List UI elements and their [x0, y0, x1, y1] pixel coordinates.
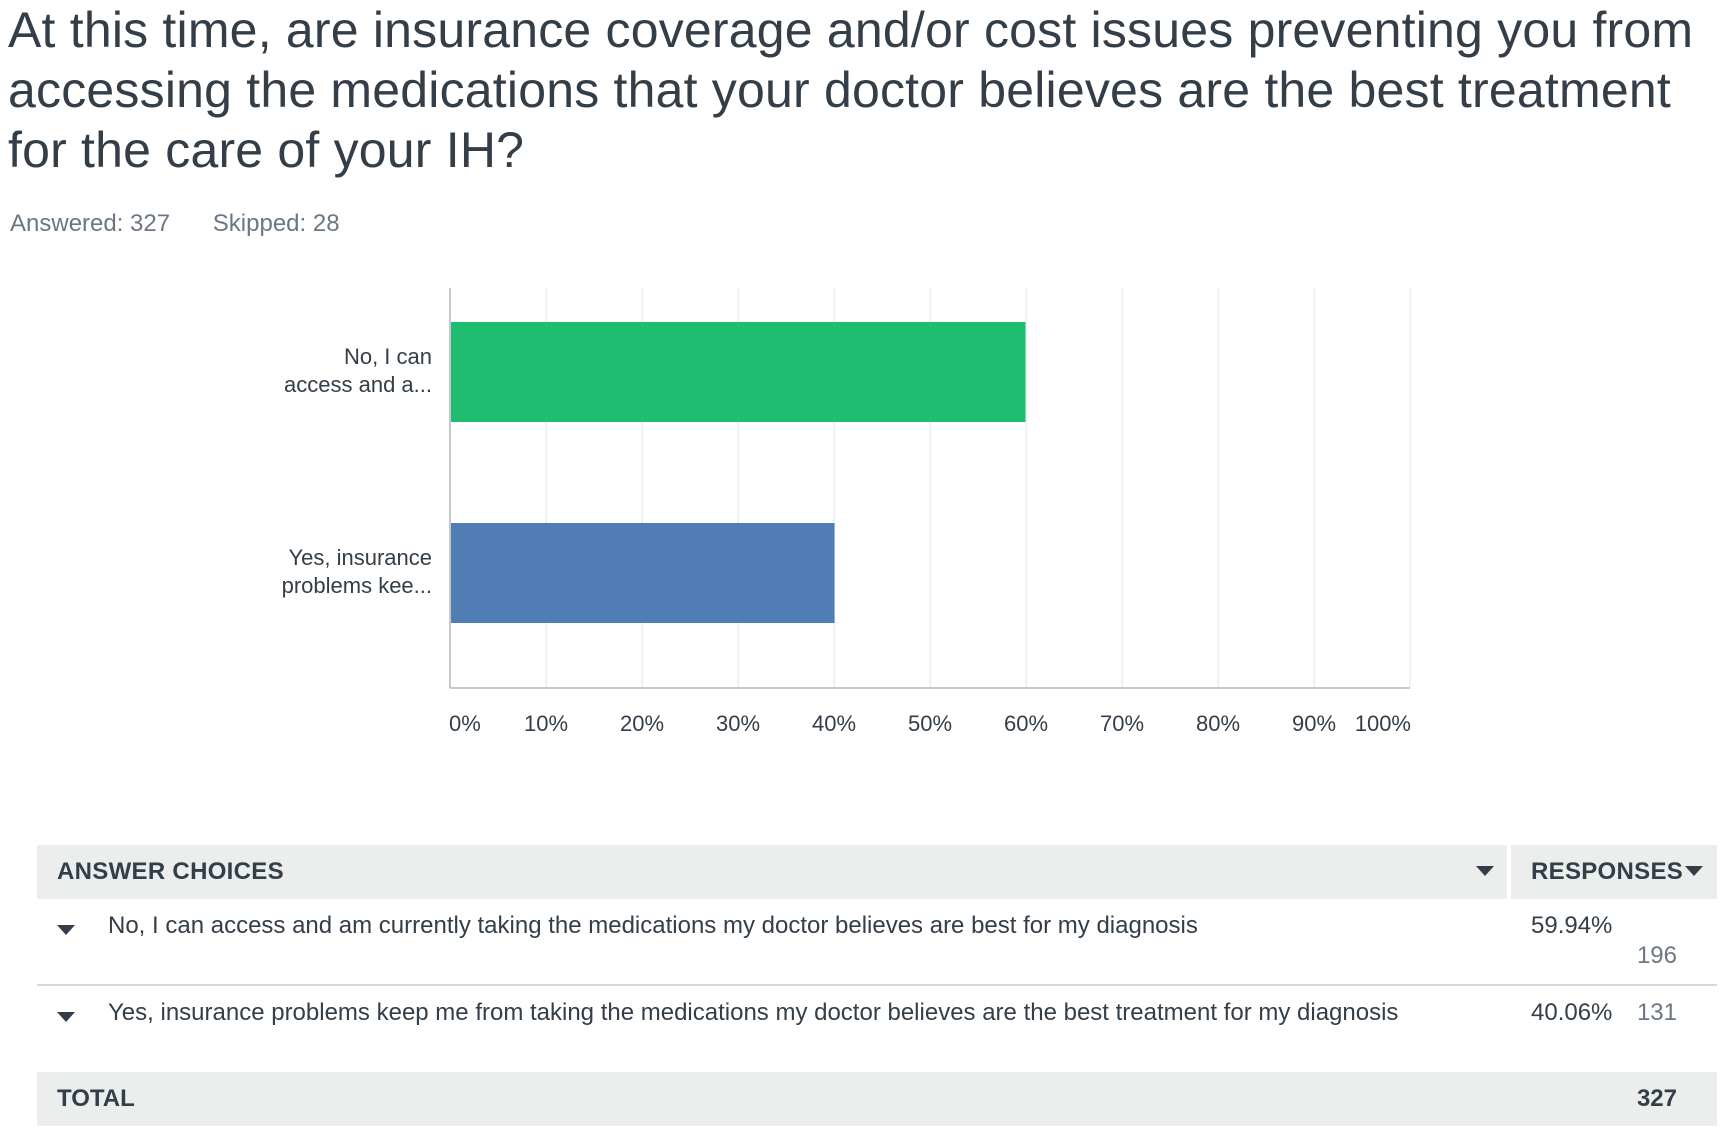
- sort-choices-caret-icon[interactable]: [1476, 866, 1494, 876]
- total-label: TOTAL: [57, 1085, 135, 1112]
- category-label: Yes, insurance: [288, 545, 432, 570]
- x-tick-label: 60%: [1004, 711, 1048, 736]
- x-tick-label: 80%: [1196, 711, 1240, 736]
- expand-row-caret-icon[interactable]: [57, 925, 75, 935]
- x-tick-label: 20%: [620, 711, 664, 736]
- x-tick-label: 100%: [1355, 711, 1411, 736]
- response-percent: 59.94%: [1531, 912, 1613, 939]
- answer-choice-label: Yes, insurance problems keep me from tak…: [108, 999, 1399, 1026]
- category-label: access and a...: [284, 372, 432, 397]
- x-tick-label: 30%: [716, 711, 760, 736]
- response-count: 196: [1636, 942, 1677, 969]
- table-total-row: TOTAL 327: [37, 1072, 1717, 1126]
- answer-choice-label: No, I can access and am currently taking…: [108, 912, 1198, 939]
- x-tick-label: 70%: [1100, 711, 1144, 736]
- question-title: At this time, are insurance coverage and…: [8, 2, 1694, 178]
- response-count: 131: [1636, 999, 1677, 1026]
- bar: [451, 322, 1026, 422]
- total-value: 327: [1636, 1085, 1677, 1112]
- x-tick-label: 50%: [908, 711, 952, 736]
- skipped-count: Skipped: 28: [212, 210, 340, 237]
- x-tick-label: 10%: [524, 711, 568, 736]
- header-divider: [1507, 845, 1511, 899]
- table-row: No, I can access and am currently taking…: [37, 899, 1717, 986]
- responses-header[interactable]: RESPONSES: [1531, 858, 1684, 885]
- category-label: No, I can: [344, 344, 432, 369]
- response-table: ANSWER CHOICES RESPONSES No, I can acces…: [37, 845, 1717, 1126]
- table-row: Yes, insurance problems keep me from tak…: [37, 986, 1717, 1072]
- expand-row-caret-icon[interactable]: [57, 1012, 75, 1022]
- bar: [451, 523, 835, 623]
- x-tick-label: 90%: [1292, 711, 1336, 736]
- response-percent: 40.06%: [1531, 999, 1613, 1026]
- x-tick-label: 40%: [812, 711, 856, 736]
- answered-count: Answered: 327: [10, 210, 171, 237]
- category-label: problems kee...: [282, 573, 432, 598]
- response-stats: Answered: 327 Skipped: 28: [10, 210, 376, 238]
- x-tick-label: 0%: [449, 711, 481, 736]
- sort-responses-caret-icon[interactable]: [1685, 866, 1703, 876]
- table-header: ANSWER CHOICES RESPONSES: [37, 845, 1717, 899]
- answer-choices-header[interactable]: ANSWER CHOICES: [57, 858, 284, 885]
- bar-chart: No, I can access and a... Yes, insurance pr…: [282, 288, 1411, 736]
